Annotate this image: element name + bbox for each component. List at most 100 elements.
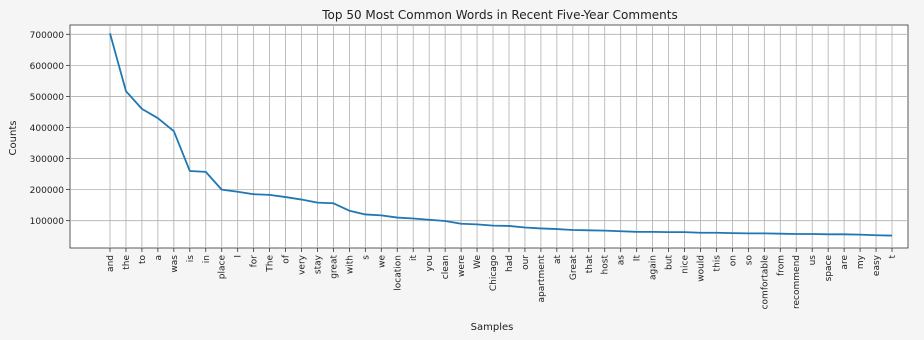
data-point <box>141 108 143 110</box>
x-tick-label: apartment <box>537 255 547 303</box>
x-tick-label: Chicago <box>489 255 499 292</box>
x-tick-label: space <box>824 255 834 282</box>
x-tick-label: clean <box>441 255 451 279</box>
x-tick-label: for <box>250 255 260 268</box>
data-point <box>827 234 829 236</box>
x-tick-label: stay <box>313 254 323 274</box>
y-tick-label: 200000 <box>30 186 65 196</box>
data-point <box>428 219 430 221</box>
x-tick-label: s <box>361 255 371 260</box>
x-axis-label: Samples <box>471 322 514 333</box>
x-tick-label: our <box>521 255 531 270</box>
data-point <box>540 228 542 230</box>
x-tick-label: t <box>888 255 898 259</box>
data-point <box>301 199 303 201</box>
data-point <box>476 224 478 226</box>
x-tick-label: recommend <box>792 255 802 309</box>
x-tick-label: is <box>186 255 196 263</box>
x-tick-label: my <box>856 254 866 269</box>
x-tick-label: again <box>649 255 659 280</box>
data-point <box>189 170 191 172</box>
x-tick-label: nice <box>681 255 691 274</box>
data-point <box>317 202 319 204</box>
chart-title: Top 50 Most Common Words in Recent Five-… <box>321 8 677 22</box>
data-point <box>748 233 750 235</box>
x-tick-label: the <box>122 255 132 270</box>
x-tick-label: we <box>377 255 387 268</box>
x-tick-label: It <box>633 255 643 262</box>
x-tick-label: it <box>409 255 419 262</box>
data-point <box>412 218 414 220</box>
x-tick-label: from <box>776 255 786 276</box>
data-point <box>859 234 861 236</box>
x-tick-label: this <box>712 255 722 272</box>
y-tick-label: 400000 <box>30 124 65 134</box>
x-tick-label: comfortable <box>760 255 770 310</box>
y-tick-label: 600000 <box>30 62 65 72</box>
x-tick-label: with <box>345 255 355 274</box>
series-layer <box>109 33 893 237</box>
data-point <box>684 231 686 233</box>
data-point <box>125 90 127 92</box>
data-point <box>891 235 893 237</box>
data-point <box>716 232 718 234</box>
data-point <box>652 231 654 233</box>
data-point <box>668 231 670 233</box>
data-point <box>396 217 398 219</box>
data-point <box>460 223 462 225</box>
x-tick-label: location <box>393 255 403 291</box>
data-point <box>700 232 702 234</box>
x-tick-label: place <box>218 255 228 280</box>
series-line <box>109 33 893 237</box>
data-point <box>764 233 766 235</box>
x-tick-label: on <box>728 255 738 266</box>
y-axis-label: Counts <box>8 121 19 156</box>
data-point <box>349 210 351 212</box>
x-tick-label: easy <box>872 254 882 276</box>
data-point <box>285 196 287 198</box>
x-tick-label: would <box>696 255 706 282</box>
x-tick-label: you <box>425 255 435 272</box>
data-point <box>779 233 781 235</box>
data-point <box>365 214 367 216</box>
y-tick-label: 100000 <box>30 217 65 227</box>
x-tick-label: and <box>106 255 116 272</box>
y-tick-label: 500000 <box>30 93 65 103</box>
x-tick-label: to <box>138 255 148 265</box>
data-point <box>253 193 255 195</box>
x-tick-label: host <box>601 255 611 275</box>
data-point <box>843 234 845 236</box>
x-tick-label: so <box>744 255 754 266</box>
x-tick-label: The <box>266 255 276 273</box>
data-point <box>381 215 383 217</box>
plot-area <box>69 24 909 249</box>
x-tick-label: very <box>298 254 308 275</box>
x-tick-label: at <box>553 255 563 265</box>
grid <box>70 25 908 248</box>
data-point <box>875 234 877 236</box>
x-tick-label: had <box>505 255 515 272</box>
data-point <box>732 232 734 234</box>
y-tick-label: 300000 <box>30 155 65 165</box>
data-point <box>636 231 638 233</box>
data-point <box>604 230 606 232</box>
data-point <box>572 229 574 231</box>
data-point <box>508 225 510 227</box>
data-point <box>444 220 446 222</box>
x-tick-label: as <box>617 255 627 266</box>
data-point <box>588 229 590 231</box>
x-tick-label: of <box>282 254 292 264</box>
data-point <box>269 194 271 196</box>
x-tick-label: great <box>329 255 339 279</box>
x-tick-label: but <box>665 255 675 270</box>
x-tick-label: I <box>234 255 244 258</box>
x-tick-label: a <box>154 255 164 261</box>
data-point <box>173 130 175 132</box>
x-tick-label: was <box>170 255 180 273</box>
data-point <box>811 233 813 235</box>
data-point <box>333 202 335 204</box>
x-tick-label: that <box>585 255 595 274</box>
x-tick-label: us <box>808 255 818 266</box>
